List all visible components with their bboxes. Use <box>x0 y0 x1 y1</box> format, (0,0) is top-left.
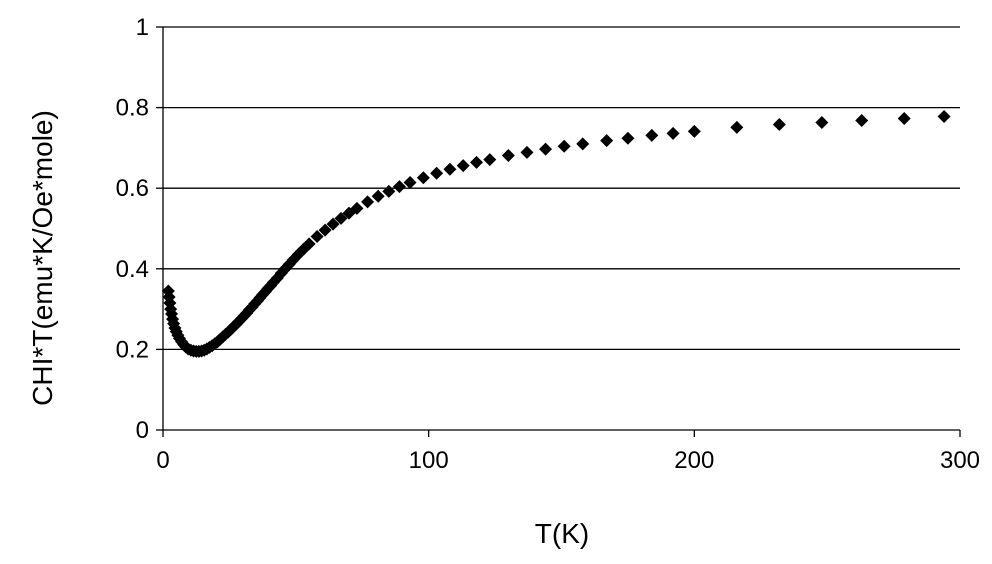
x-tick-label: 100 <box>409 447 449 474</box>
y-axis-title: CHI*T(emu*K/Oe*mole) <box>27 110 58 406</box>
data-point <box>334 211 348 225</box>
data-point <box>730 120 744 134</box>
y-tick-label: 0.8 <box>116 95 149 122</box>
data-point <box>469 155 483 169</box>
data-point <box>600 134 614 148</box>
gridlines <box>163 26 960 351</box>
data-point <box>666 126 680 140</box>
data-point <box>687 124 701 138</box>
data-point <box>897 111 911 125</box>
data-point <box>557 139 571 153</box>
data-points <box>161 109 951 358</box>
data-point <box>361 195 375 209</box>
data-point <box>501 149 515 163</box>
data-point <box>403 176 417 190</box>
data-point <box>539 142 553 156</box>
data-point <box>520 145 534 159</box>
data-point <box>371 189 385 203</box>
data-point <box>483 153 497 167</box>
y-tick-label: 0.6 <box>116 175 149 202</box>
data-point <box>456 159 470 173</box>
data-point <box>326 217 340 231</box>
data-point <box>430 166 444 180</box>
y-tick-label: 1 <box>136 14 149 41</box>
y-tick-label: 0 <box>136 417 149 444</box>
data-point <box>645 128 659 142</box>
x-axis-title: T(K) <box>535 518 589 549</box>
data-point <box>310 230 324 244</box>
data-point <box>382 184 396 198</box>
y-tick-label: 0.4 <box>116 256 149 283</box>
y-tick-label: 0.2 <box>116 336 149 363</box>
data-point <box>416 171 430 185</box>
data-point <box>621 131 635 145</box>
data-point <box>302 237 316 251</box>
data-point <box>937 109 951 123</box>
data-point <box>576 137 590 151</box>
x-tick-label: 0 <box>156 447 169 474</box>
data-point <box>392 180 406 194</box>
data-point <box>443 162 457 176</box>
x-tick-label: 200 <box>674 447 714 474</box>
data-point <box>318 223 332 237</box>
tick-labels: 0 0.2 0.4 0.6 0.8 1 0 100 200 300 <box>116 14 980 474</box>
x-tick-label: 300 <box>940 447 980 474</box>
axes <box>156 26 961 437</box>
data-point <box>815 116 829 130</box>
data-point <box>772 118 786 132</box>
data-point <box>286 253 300 267</box>
data-point <box>855 113 869 127</box>
data-point <box>350 201 364 215</box>
